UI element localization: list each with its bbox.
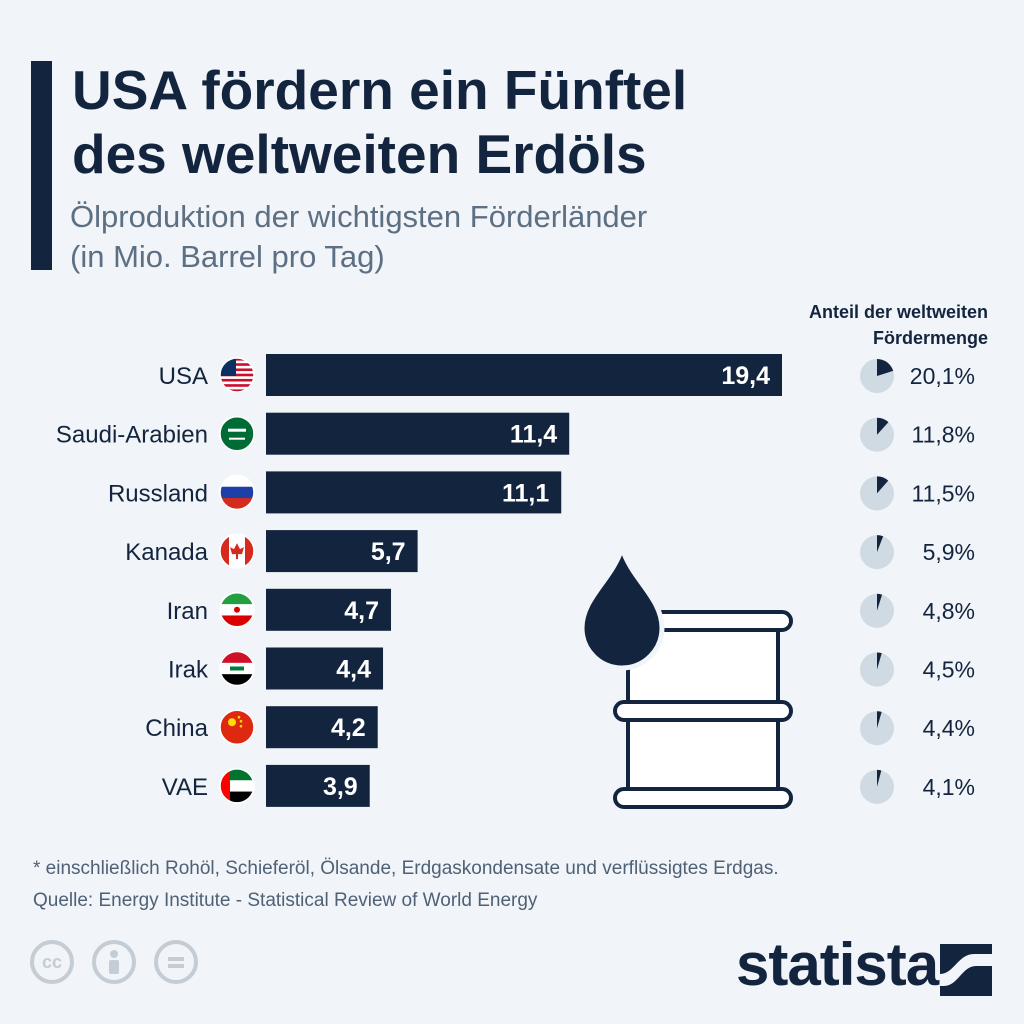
footnote-source: Quelle: Energy Institute - Statistical R… — [33, 890, 538, 911]
subtitle-line-2: (in Mio. Barrel pro Tag) — [70, 239, 385, 274]
title-line-2: des weltweiten Erdöls — [72, 123, 647, 185]
share-label: 11,8% — [911, 422, 975, 448]
share-label: 4,4% — [923, 715, 975, 741]
share-pie-slice — [877, 476, 889, 494]
share-pie-slice — [877, 417, 889, 435]
chart-subtitle: Ölproduktion der wichtigsten Förderlände… — [70, 197, 970, 277]
category-label: USA — [159, 363, 208, 390]
bar-value-label: 4,4 — [336, 656, 371, 684]
category-label: China — [145, 715, 208, 742]
share-header-line-1: Anteil der weltweiten — [808, 302, 988, 322]
bar — [266, 412, 570, 455]
share-pie-slice — [877, 535, 884, 553]
share-pie-slice — [877, 652, 882, 670]
flag-china-icon — [220, 710, 254, 745]
flag-canada-icon-ring — [219, 533, 255, 569]
share-label: 4,1% — [923, 774, 975, 800]
bar-value-label: 3,9 — [323, 773, 358, 801]
title-line-1: USA fördern ein Fünftel — [72, 59, 688, 121]
flag-saudi-arabia-icon — [220, 416, 254, 451]
attribution-icon — [92, 940, 136, 984]
oil-barrel-drop-icon — [579, 539, 793, 809]
share-label: 5,9% — [923, 539, 975, 565]
share-pie-slice — [877, 769, 882, 787]
bar-value-label: 4,2 — [331, 714, 366, 742]
title-accent-bar — [31, 61, 52, 270]
share-label: 11,5% — [911, 480, 975, 506]
chart-title: USA fördern ein Fünftel des weltweiten E… — [72, 58, 972, 186]
share-pie-slice — [877, 711, 882, 729]
bar-value-label: 11,1 — [502, 479, 549, 507]
share-pie-slice — [877, 359, 894, 376]
bar — [266, 354, 782, 396]
share-column-header: Anteil der weltweiten Fördermenge — [668, 299, 988, 351]
flag-saudi-arabia-icon-ring — [219, 415, 255, 452]
share-label: 4,5% — [923, 657, 975, 683]
bar — [266, 471, 562, 514]
flag-iran-icon — [220, 592, 254, 627]
bar-value-label: 19,4 — [721, 362, 770, 390]
category-label: Saudi-Arabien — [56, 422, 208, 449]
category-label: Iran — [167, 598, 208, 625]
bar-value-label: 4,7 — [344, 597, 379, 625]
share-label: 20,1% — [910, 363, 975, 389]
flag-canada-icon — [220, 534, 254, 569]
category-label: Irak — [168, 657, 209, 684]
share-label: 4,8% — [923, 598, 975, 624]
bar — [266, 530, 418, 573]
flag-uae-icon-ring — [219, 768, 255, 804]
flag-china-icon-ring — [219, 709, 255, 745]
statista-logo-mark-icon — [940, 944, 992, 996]
bar — [266, 647, 384, 690]
bar — [266, 706, 378, 749]
category-label: VAE — [162, 774, 208, 801]
flag-iran-icon-ring — [219, 592, 255, 628]
no-derivatives-icon — [154, 940, 198, 984]
category-label: Kanada — [125, 539, 208, 566]
footnote: * einschließlich Rohöl, Schieferöl, Ölsa… — [33, 853, 993, 917]
flag-iraq-icon — [220, 651, 254, 686]
flag-uae-icon — [220, 768, 254, 803]
flag-iraq-icon-ring — [219, 650, 255, 687]
footnote-note: * einschließlich Rohöl, Schieferöl, Ölsa… — [33, 858, 779, 879]
bar-value-label: 11,4 — [510, 421, 557, 449]
flag-russia-icon — [220, 475, 254, 510]
share-pie-slice — [877, 593, 883, 611]
bar — [266, 764, 370, 807]
bar-value-label: 5,7 — [371, 538, 406, 566]
statista-logo: statista — [736, 931, 939, 998]
cc-icon: cc — [30, 940, 74, 984]
category-label: Russland — [108, 480, 208, 507]
flag-russia-icon-ring — [219, 474, 255, 511]
bar — [266, 588, 392, 631]
flag-usa-icon-ring — [219, 357, 255, 393]
share-header-line-2: Fördermenge — [872, 328, 988, 348]
subtitle-line-1: Ölproduktion der wichtigsten Förderlände… — [70, 199, 648, 234]
